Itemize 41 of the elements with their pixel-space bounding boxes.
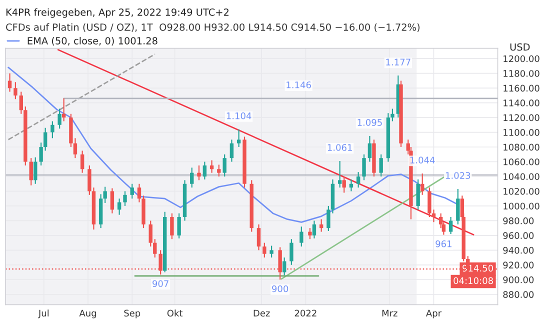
annotation: 900: [272, 285, 288, 292]
legend-label: EMA (50, close, 0) 1001.28: [28, 36, 158, 46]
x-tick-label: Jul: [38, 310, 49, 318]
y-tick-label: 1040.00: [504, 173, 540, 180]
y-tick-label: 1200.00: [504, 55, 540, 62]
x-tick-label: Dez: [254, 310, 270, 317]
y-tick-label: 1160.00: [504, 84, 540, 92]
annotation: 04:10:08: [454, 277, 493, 284]
y-tick-label: 940.00: [503, 246, 534, 254]
y-tick-label: 1000.00: [504, 202, 540, 210]
y-tick-label: 1180.00: [504, 70, 540, 77]
annotation: 1.095: [358, 119, 382, 126]
y-tick-label: 980.00: [503, 217, 534, 224]
annotation: 907: [152, 280, 168, 288]
y-tick-label: 960.00: [503, 232, 534, 239]
y-tick-label: 1120.00: [504, 114, 540, 122]
x-tick-label: Okt: [167, 310, 183, 317]
x-tick-label: 2022: [294, 310, 316, 317]
y-tick-label: 1020.00: [504, 188, 540, 195]
annotation: 1.177: [386, 58, 410, 66]
y-axis-title: USD: [510, 43, 530, 51]
y-tick-label: 920.00: [503, 262, 534, 268]
y-tick-label: 1140.00: [504, 100, 540, 106]
y-tick-label: 1080.00: [504, 144, 540, 151]
chart-title: K4PR freigegeben, Apr 25, 2022 19:49 UTC+2: [6, 8, 228, 18]
x-tick-label: Sep: [124, 310, 140, 318]
annotation: 1.146: [286, 81, 311, 88]
x-tick-label: Apr: [426, 310, 442, 318]
annotation: 1.104: [226, 112, 252, 120]
y-tick-label: 900.00: [503, 276, 534, 284]
annotation: 961: [436, 240, 452, 248]
annotation: 1.023: [446, 172, 470, 179]
y-tick-label: 880.00: [503, 291, 534, 298]
x-tick-label: Mrz: [382, 310, 398, 316]
ref-line-label: 914.50: [462, 264, 493, 272]
annotation: 1.061: [328, 144, 352, 151]
y-tick-label: 1100.00: [504, 129, 540, 136]
x-tick-label: Aug: [79, 310, 96, 318]
y-tick-label: 1060.00: [504, 158, 540, 166]
annotation: 1.044: [410, 156, 435, 164]
chart-subtitle: CFDs auf Platin (USD / OZ), 1T O928.00 H932.00 L914.50 C914.50 −16.00 (−1.72%): [6, 23, 420, 32]
